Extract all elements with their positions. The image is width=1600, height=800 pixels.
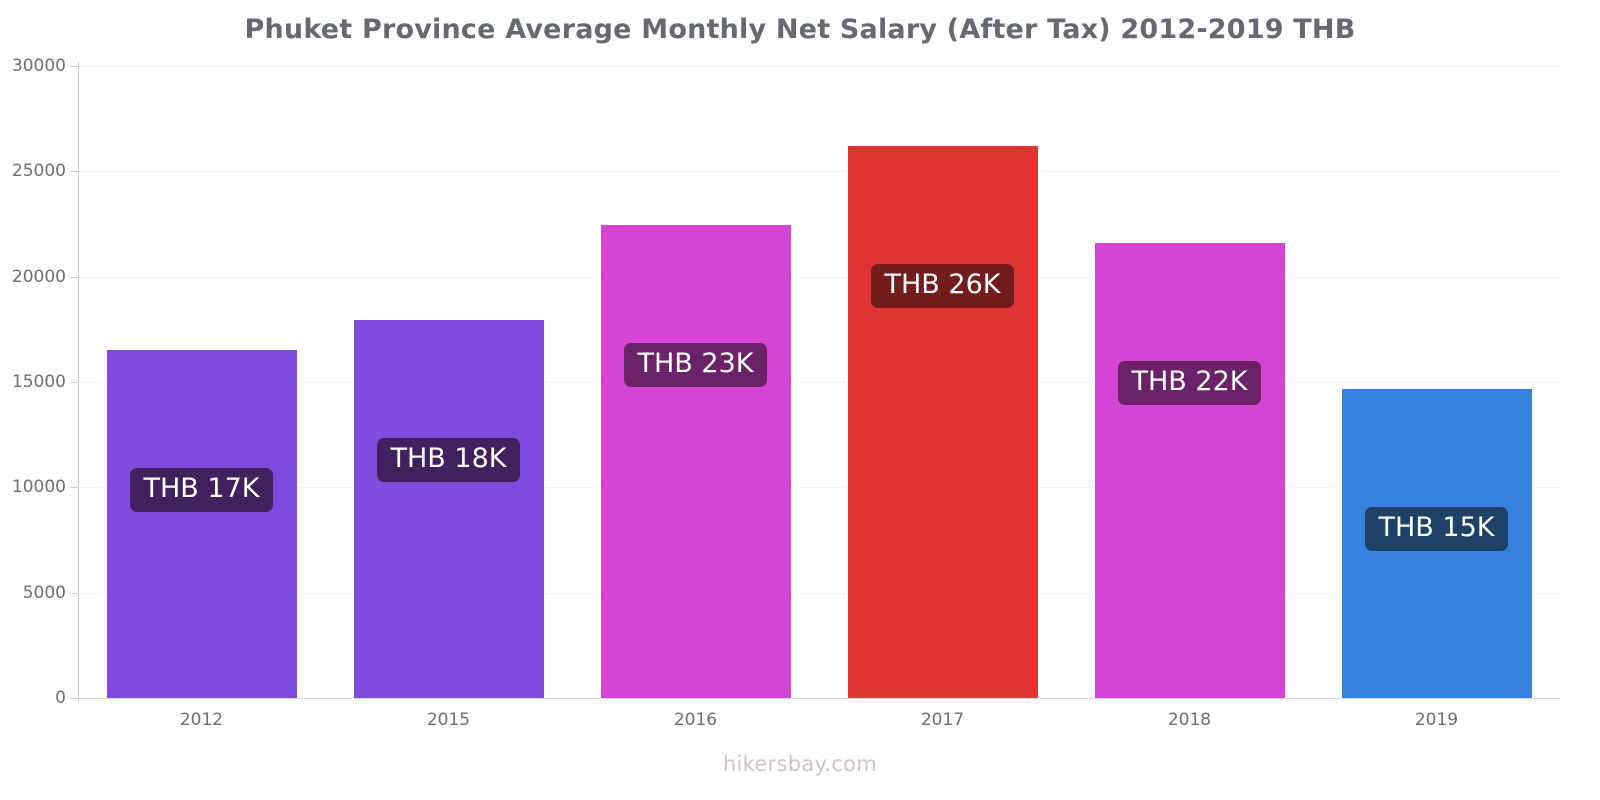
bar[interactable]: THB 17K	[106, 349, 297, 698]
x-tick-label: 2012	[179, 710, 224, 730]
x-tick-label: 2015	[426, 710, 471, 730]
bar[interactable]: THB 23K	[600, 224, 791, 698]
bar-fill	[106, 349, 297, 698]
bar[interactable]: THB 22K	[1094, 241, 1285, 698]
y-tick-mark	[70, 66, 79, 67]
bar[interactable]: THB 18K	[353, 318, 544, 698]
bar-fill	[600, 224, 791, 698]
gridline	[78, 698, 1560, 699]
bar-value-label: THB 22K	[1117, 360, 1262, 405]
gridline	[78, 382, 1560, 383]
y-tick-label: 15000	[11, 372, 66, 392]
x-tick-label: 2019	[1414, 710, 1459, 730]
gridline	[78, 66, 1560, 67]
y-tick-label: 0	[55, 688, 66, 708]
y-tick-label: 20000	[11, 266, 66, 287]
bar-value-label: THB 18K	[376, 437, 521, 482]
footer-credit: hikersbay.com	[722, 752, 878, 776]
y-tick-mark	[70, 698, 79, 699]
y-tick-mark	[70, 487, 79, 489]
plot-area: THB 17K THB 18K THB 23K THB 26K THB 22K THB 1…	[78, 66, 1560, 698]
bar-fill	[353, 318, 544, 698]
gridline	[78, 276, 1560, 278]
bar-fill	[1341, 388, 1532, 698]
y-tick-label: 25000	[11, 161, 66, 182]
gridline	[78, 487, 1560, 489]
bar[interactable]: THB 15K	[1341, 388, 1532, 698]
y-tick-mark	[70, 171, 79, 173]
bar-value-label: THB 15K	[1364, 507, 1509, 552]
y-tick-label: 5000	[22, 582, 66, 603]
bar-fill	[1094, 241, 1285, 698]
bar-value-label: THB 26K	[870, 263, 1015, 309]
bar[interactable]: THB 26K	[847, 145, 1038, 698]
bar-value-label: THB 23K	[623, 342, 768, 388]
x-tick-label: 2018	[1167, 710, 1212, 730]
y-tick-label: 30000	[11, 56, 66, 76]
x-tick-label: 2017	[920, 710, 965, 730]
y-tick-mark	[70, 276, 79, 278]
gridline	[78, 592, 1560, 594]
x-tick-label: 2016	[673, 710, 718, 730]
y-tick-mark	[70, 382, 79, 383]
chart-title: Phuket Province Average Monthly Net Sala…	[244, 14, 1356, 45]
y-tick-label: 10000	[11, 477, 66, 498]
bar-value-label: THB 17K	[129, 468, 274, 513]
bar-fill	[847, 145, 1038, 698]
y-tick-mark	[70, 592, 79, 594]
gridline	[78, 171, 1560, 173]
